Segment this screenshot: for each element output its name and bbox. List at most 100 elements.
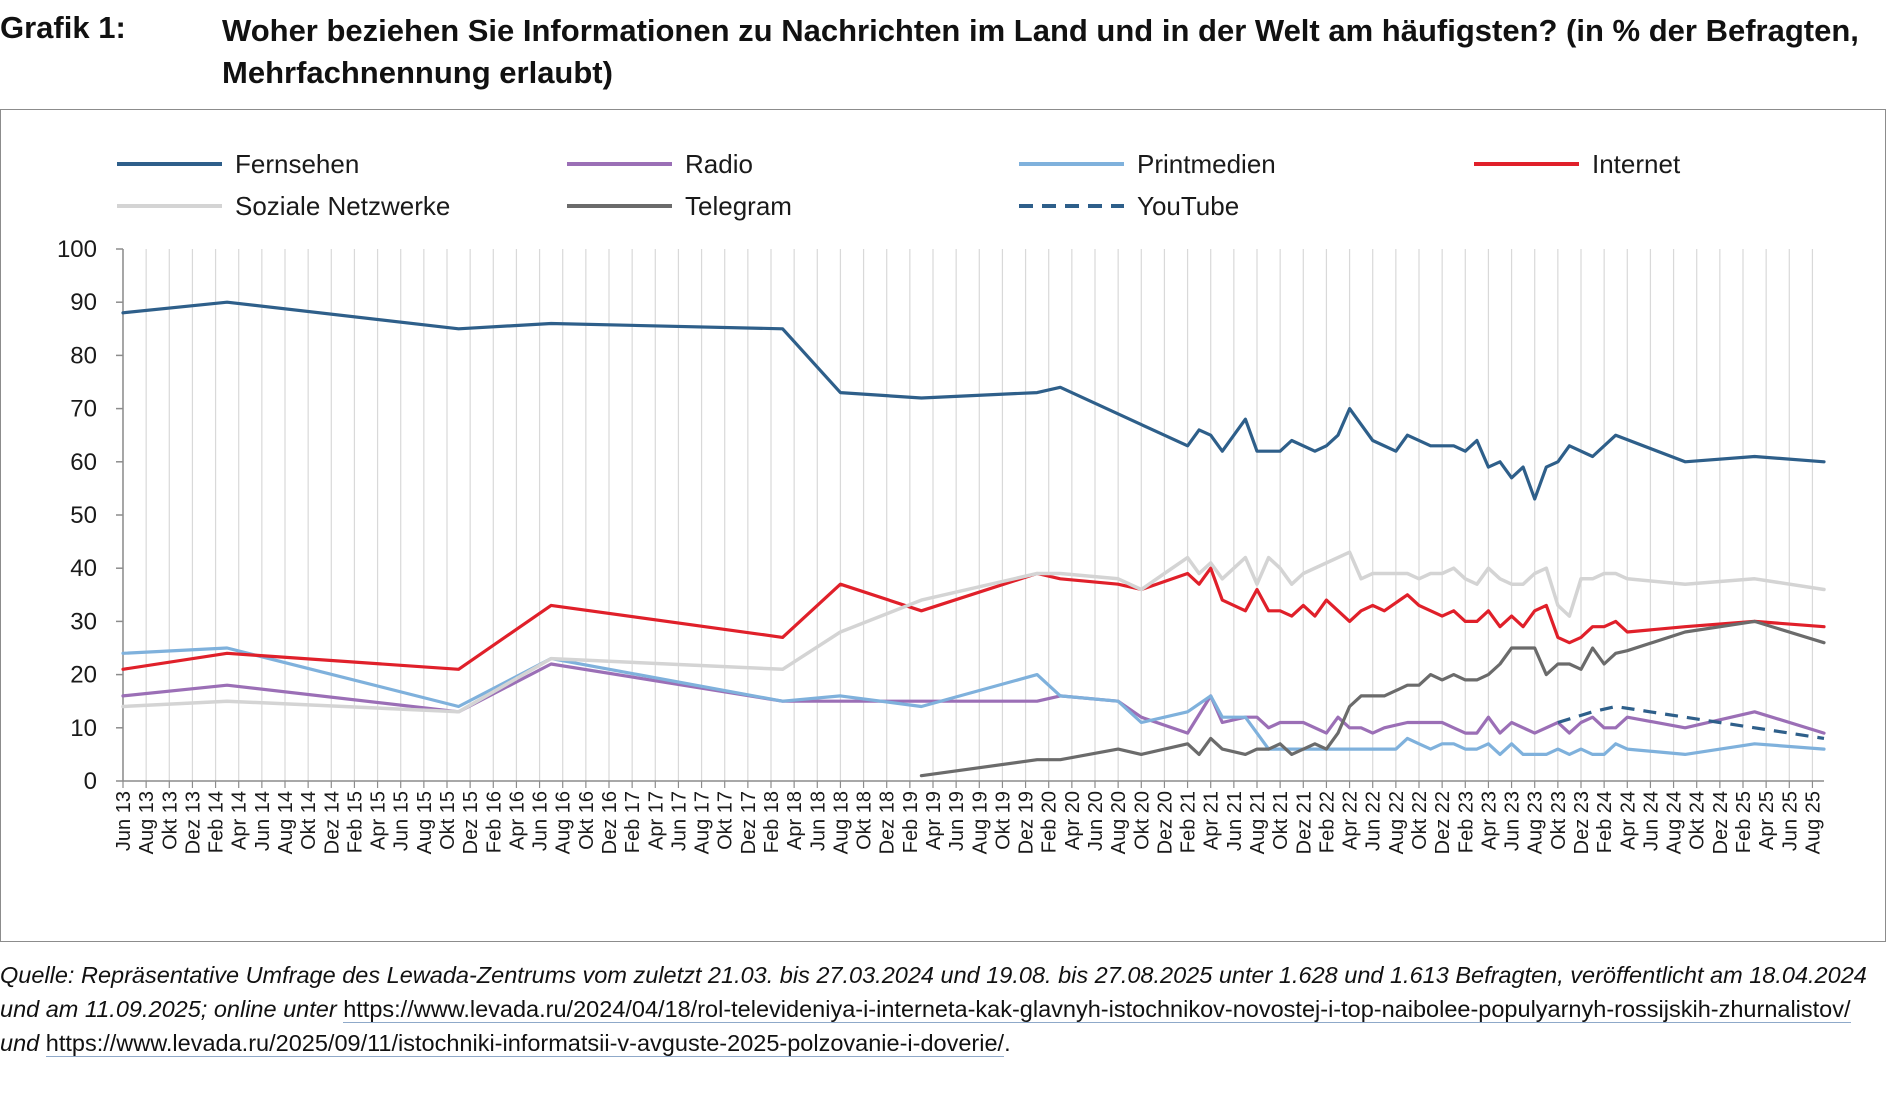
x-tick-label: Dez 22 — [1432, 791, 1454, 854]
chart-frame — [0, 109, 1886, 942]
source-link-1[interactable]: https://www.levada.ru/2024/04/18/rol-tel… — [343, 996, 1851, 1023]
y-tick-label: 100 — [57, 236, 97, 263]
x-tick-label: Aug 24 — [1664, 791, 1686, 854]
x-tick-label: Aug 20 — [1108, 791, 1130, 854]
x-tick-label: Okt 15 — [437, 791, 459, 850]
x-tick-label: Feb 22 — [1316, 791, 1338, 853]
legend-label: Telegram — [685, 191, 792, 221]
x-tick-label: Okt 19 — [992, 791, 1014, 850]
x-tick-label: Dez 19 — [1016, 791, 1038, 854]
x-tick-label: Dez 23 — [1571, 791, 1593, 854]
x-tick-label: Aug 14 — [275, 791, 297, 854]
source-and: und — [0, 1030, 40, 1056]
x-tick-label: Aug 23 — [1525, 791, 1547, 854]
x-tick-label: Apr 17 — [645, 791, 667, 850]
x-tick-label: Aug 17 — [692, 791, 714, 854]
x-tick-label: Aug 16 — [553, 791, 575, 854]
x-tick-label: Jun 25 — [1779, 791, 1801, 851]
x-tick-label: Okt 21 — [1270, 791, 1292, 850]
x-tick-label: Jun 21 — [1224, 791, 1246, 851]
source-note: Quelle: Repräsentative Umfrage des Lewad… — [0, 958, 1890, 1060]
y-tick-label: 70 — [70, 396, 97, 423]
x-tick-label: Aug 18 — [830, 791, 852, 854]
x-tick-label: Aug 25 — [1802, 791, 1824, 854]
x-tick-label: Okt 24 — [1687, 791, 1709, 850]
x-tick-label: Jun 19 — [946, 791, 968, 851]
x-tick-label: Okt 13 — [159, 791, 181, 850]
x-tick-label: Jun 18 — [807, 791, 829, 851]
y-tick-label: 40 — [70, 555, 97, 582]
figure-label: Grafik 1: — [0, 10, 126, 45]
x-tick-label: Apr 18 — [784, 791, 806, 850]
series-lines — [121, 300, 1826, 778]
series-line-telegram — [919, 619, 1826, 778]
y-tick-label: 30 — [70, 608, 97, 635]
legend-label: Soziale Netzwerke — [235, 191, 450, 221]
x-tick-label: Jun 23 — [1502, 791, 1524, 851]
x-tick-label: Apr 21 — [1201, 791, 1223, 850]
series-line-youtube — [1557, 704, 1825, 740]
series-line-printmedien — [121, 646, 1826, 756]
legend: Fernsehen Radio Printmedien Internet Soziale… — [117, 149, 1681, 221]
x-tick-label: Apr 23 — [1478, 791, 1500, 850]
y-axis-ticks: 0 10 20 30 40 50 60 70 80 90 100 — [57, 236, 123, 795]
x-tick-label: Jun 14 — [252, 791, 274, 851]
x-tick-label: Jun 24 — [1640, 791, 1662, 851]
x-tick-label: Aug 13 — [136, 791, 158, 854]
x-tick-label: Feb 15 — [344, 791, 366, 853]
x-tick-label: Feb 17 — [622, 791, 644, 853]
x-tick-label: Dez 13 — [182, 791, 204, 854]
x-tick-label: Okt 20 — [1131, 791, 1153, 850]
x-tick-label: Apr 19 — [923, 791, 945, 850]
x-tick-label: Dez 14 — [321, 791, 343, 854]
x-tick-label: Dez 24 — [1710, 791, 1732, 854]
x-tick-label: Feb 21 — [1178, 791, 1200, 853]
x-tick-label: Apr 16 — [506, 791, 528, 850]
x-tick-label: Jun 22 — [1363, 791, 1385, 851]
x-tick-label: Feb 25 — [1733, 791, 1755, 853]
x-tick-label: Apr 25 — [1756, 791, 1778, 850]
x-tick-label: Feb 18 — [761, 791, 783, 853]
x-tick-label: Aug 21 — [1247, 791, 1269, 854]
x-tick-label: Dez 17 — [738, 791, 760, 854]
x-tick-label: Jun 20 — [1085, 791, 1107, 851]
x-tick-label: Okt 18 — [854, 791, 876, 850]
series-line-fernsehen — [121, 300, 1826, 501]
y-tick-label: 50 — [70, 502, 97, 529]
x-tick-label: Apr 24 — [1617, 791, 1639, 850]
x-tick-label: Dez 16 — [599, 791, 621, 854]
x-tick-label: Feb 19 — [900, 791, 922, 853]
source-link-2[interactable]: https://www.levada.ru/2025/09/11/istochn… — [45, 1030, 1005, 1057]
x-tick-label: Okt 17 — [715, 791, 737, 850]
legend-label: Fernsehen — [235, 149, 359, 179]
series-line-soziale-netzwerke — [121, 550, 1826, 714]
x-tick-label: Jun 13 — [113, 791, 135, 851]
x-tick-label: Jun 16 — [530, 791, 552, 851]
legend-label: YouTube — [1137, 191, 1239, 221]
x-tick-label: Dez 20 — [1154, 791, 1176, 854]
x-tick-label: Aug 22 — [1386, 791, 1408, 854]
x-tick-label: Apr 14 — [229, 791, 251, 850]
x-tick-label: Apr 22 — [1340, 791, 1362, 850]
x-tick-label: Feb 16 — [483, 791, 505, 853]
y-tick-label: 60 — [70, 449, 97, 476]
x-tick-label: Dez 18 — [877, 791, 899, 854]
series-line-radio — [121, 662, 1826, 735]
x-tick-label: Apr 15 — [368, 791, 390, 850]
legend-label: Internet — [1592, 149, 1681, 179]
legend-label: Radio — [685, 149, 753, 179]
y-tick-label: 20 — [70, 662, 97, 689]
source-intro: Quelle: Repräsentative Umfrage des Lewad… — [0, 962, 1867, 1022]
x-tick-label: Apr 20 — [1062, 791, 1084, 850]
y-tick-label: 80 — [70, 342, 97, 369]
x-tick-label: Feb 23 — [1455, 791, 1477, 853]
x-tick-label: Feb 20 — [1039, 791, 1061, 853]
x-tick-label: Dez 15 — [460, 791, 482, 854]
x-tick-label: Aug 19 — [969, 791, 991, 854]
x-tick-label: Okt 22 — [1409, 791, 1431, 850]
x-tick-label: Aug 15 — [414, 791, 436, 854]
chart-title: Woher beziehen Sie Informationen zu Nach… — [222, 13, 1859, 90]
y-tick-label: 90 — [70, 289, 97, 316]
legend-label: Printmedien — [1137, 149, 1276, 179]
